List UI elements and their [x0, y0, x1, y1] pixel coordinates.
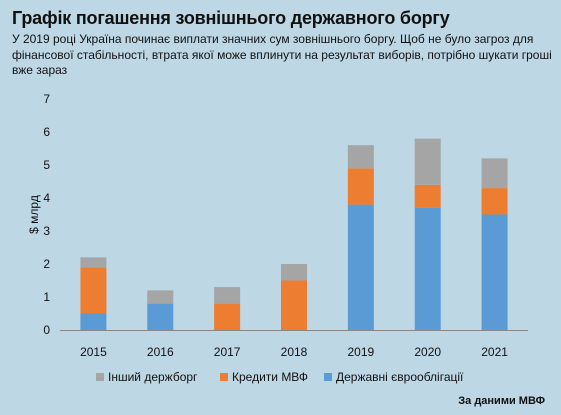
bar-segment [147, 290, 174, 304]
x-axis: 2015 2016 2017 2018 2019 2020 2021 [60, 330, 528, 359]
y-tick-label: 2 [43, 257, 50, 271]
y-tick-label: 1 [43, 290, 50, 304]
bar-segment [481, 158, 508, 189]
bar-segment [214, 303, 241, 330]
bar-segment [80, 257, 107, 268]
x-tick-label: 2018 [281, 345, 308, 359]
chart-title: Графік погашення зовнішнього державного … [12, 8, 450, 28]
y-tick-label: 7 [43, 92, 50, 106]
legend-label: Державні єврооблігації [336, 370, 464, 384]
y-axis-label: $ млрд [27, 195, 41, 234]
bar-segment [414, 138, 441, 185]
bars [80, 138, 508, 330]
bar-segment [80, 267, 107, 314]
bar-segment [414, 207, 441, 330]
bar-segment [147, 303, 174, 330]
y-tick-label: 5 [43, 158, 50, 172]
x-tick-label: 2019 [348, 345, 375, 359]
legend-swatch [324, 373, 332, 381]
x-tick-label: 2015 [80, 345, 107, 359]
source-note: За даними МВФ [458, 395, 545, 407]
bar-segment [281, 280, 307, 330]
y-tick-label: 3 [43, 224, 50, 238]
bar-segment [414, 184, 441, 208]
y-axis: 0 1 2 3 4 5 6 7 $ млрд [27, 92, 50, 337]
legend-label: Кредити МВФ [232, 370, 308, 384]
bar-segment [80, 313, 107, 330]
y-tick-label: 0 [43, 323, 50, 337]
bar-segment [214, 287, 241, 304]
legend-swatch [96, 373, 104, 381]
bar-segment [347, 204, 374, 330]
x-tick-label: 2020 [414, 345, 441, 359]
legend: Інший держборг Кредити МВФ Державні єврооб… [96, 370, 464, 384]
bar-segment [281, 264, 307, 281]
bar-segment [347, 145, 374, 169]
bar-segment [347, 168, 374, 205]
y-tick-label: 4 [43, 191, 50, 205]
x-tick-label: 2017 [214, 345, 241, 359]
bar-segment [481, 214, 508, 330]
x-tick-label: 2016 [147, 345, 174, 359]
bar-segment [481, 188, 508, 215]
y-tick-label: 6 [43, 125, 50, 139]
legend-swatch [220, 373, 228, 381]
x-tick-label: 2021 [481, 345, 508, 359]
chart-subtitle: У 2019 році Україна починає виплати знач… [12, 32, 552, 77]
legend-label: Інший держборг [108, 370, 198, 384]
